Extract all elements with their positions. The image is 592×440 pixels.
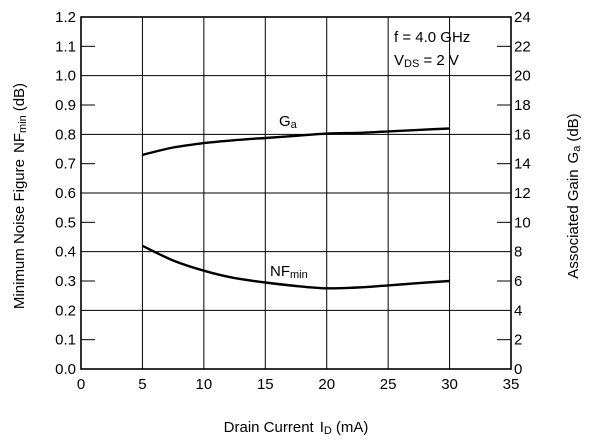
y-left-axis-title: Minimum Noise FigureNFmin(dB)	[11, 83, 29, 309]
series-line-nfmin	[141, 244, 450, 290]
condition-vds: VDS = 2 V	[394, 52, 459, 70]
y-left-tick-label: 1.2	[55, 9, 76, 26]
condition-frequency: f = 4.0 GHz	[394, 29, 470, 46]
y-right-tick-label: 24	[514, 9, 531, 26]
y-left-tick-label: 0.6	[55, 185, 76, 202]
x-tick-label: 35	[503, 376, 520, 393]
x-axis-title: Drain Current ID (mA)	[224, 419, 369, 437]
y-right-tick-label: 2	[514, 332, 522, 349]
y-right-tick-label: 20	[514, 68, 531, 85]
y-right-tick-label: 16	[514, 126, 531, 143]
x-tick-label: 30	[441, 376, 458, 393]
x-tick-label: 0	[77, 376, 85, 393]
tick-marks	[81, 45, 511, 341]
y-left-tick-label: 0.9	[55, 97, 76, 114]
tick-labels: 0 5 10 15 20 25 30 350.00.10.20.30.40.50.60.70.…	[55, 9, 531, 393]
y-left-tick-label: 1.0	[55, 68, 76, 85]
y-right-tick-label: 22	[514, 38, 531, 55]
y-left-tick-label: 0.7	[55, 156, 76, 173]
x-tick-label: 10	[196, 376, 213, 393]
y-left-tick-label: 0.0	[55, 361, 76, 378]
x-tick-label: 5	[138, 376, 146, 393]
y-right-tick-label: 18	[514, 97, 531, 114]
conditions-annotation: f = 4.0 GHz VDS = 2 V	[394, 29, 470, 70]
y-left-tick-label: 1.1	[55, 38, 76, 55]
y-right-tick-label: 8	[514, 244, 522, 261]
y-left-tick-label: 0.2	[55, 302, 76, 319]
y-left-tick-label: 0.4	[55, 244, 76, 261]
series-label-ga: Ga	[279, 113, 298, 131]
y-right-tick-label: 0	[514, 361, 522, 378]
y-left-tick-label: 0.5	[55, 214, 76, 231]
x-tick-label: 15	[257, 376, 274, 393]
series-label-nfmin: NFmin	[270, 263, 308, 281]
y-right-tick-label: 14	[514, 156, 531, 173]
y-left-tick-label: 0.1	[55, 332, 76, 349]
y-right-tick-label: 4	[514, 302, 522, 319]
y-right-tick-label: 10	[514, 214, 531, 231]
grid-lines	[81, 17, 511, 369]
y-right-tick-label: 6	[514, 273, 522, 290]
plot-frame	[80, 16, 512, 370]
series-lines	[141, 127, 450, 290]
y-right-axis-title: Associated GainGa(dB)	[565, 113, 583, 278]
y-left-tick-label: 0.8	[55, 126, 76, 143]
series-line-ga	[142, 127, 450, 157]
y-left-tick-label: 0.3	[55, 273, 76, 290]
x-tick-label: 20	[318, 376, 335, 393]
y-right-tick-label: 12	[514, 185, 531, 202]
x-tick-label: 25	[380, 376, 397, 393]
